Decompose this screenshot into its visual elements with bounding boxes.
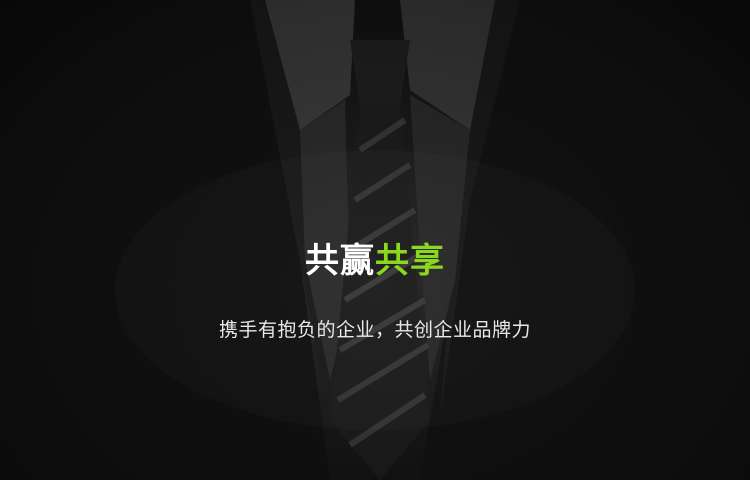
tie-knot	[350, 40, 410, 105]
center-glow	[115, 150, 635, 430]
headline-part-share: 共享	[375, 241, 445, 281]
headline-part-win-win: 共赢	[305, 241, 375, 281]
headline: 共赢共享	[0, 238, 750, 284]
subtitle: 携手有抱负的企业，共创企业品牌力	[218, 319, 531, 341]
